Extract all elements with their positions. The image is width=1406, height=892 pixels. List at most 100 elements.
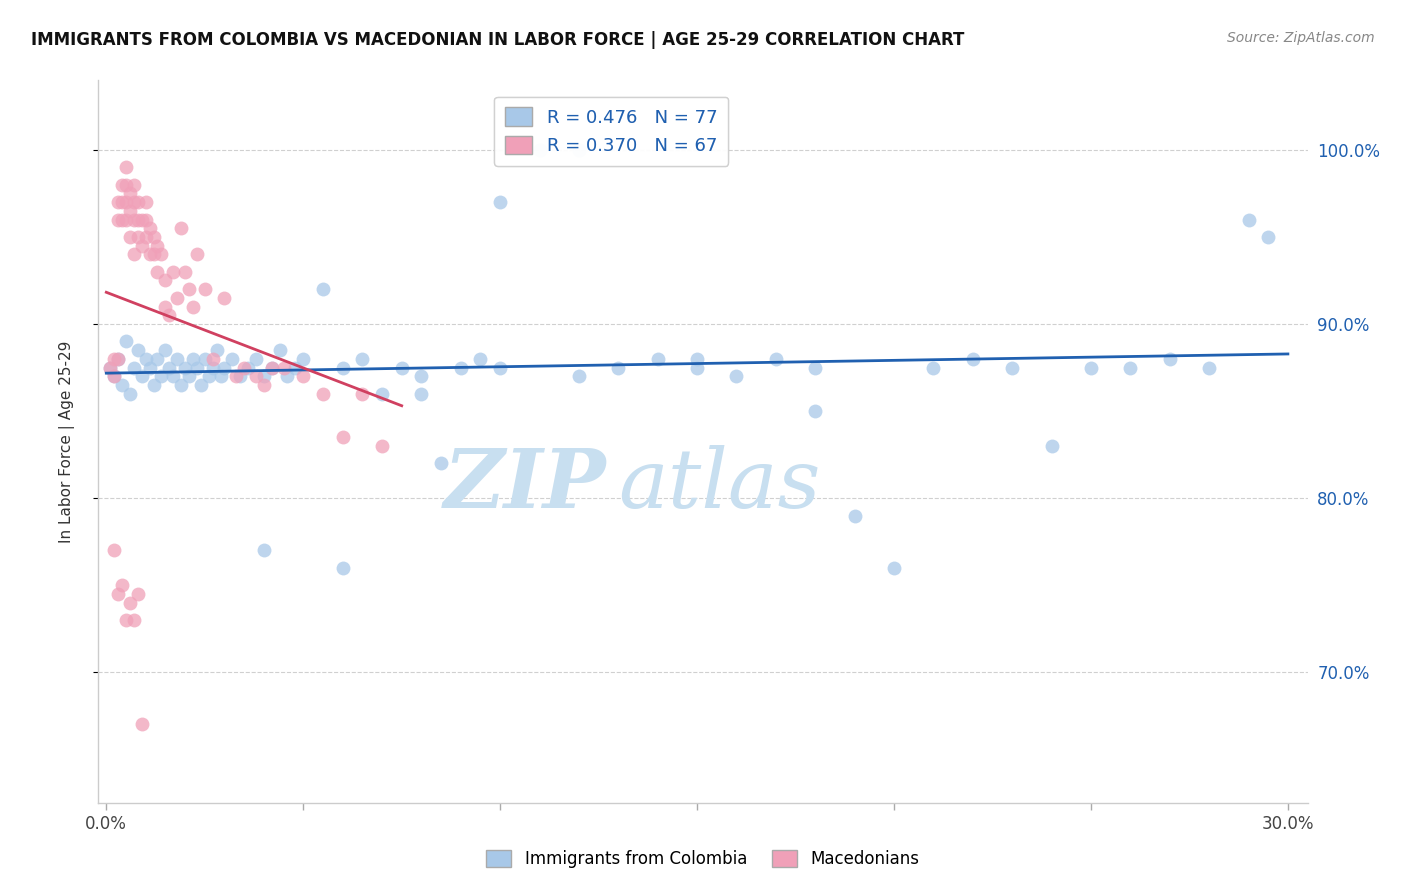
Point — [284, 360, 307, 375]
Point — [804, 360, 827, 375]
Point — [115, 212, 138, 227]
Point — [190, 378, 212, 392]
Point — [186, 247, 208, 261]
Point — [107, 195, 129, 210]
Point — [253, 543, 276, 558]
Point — [804, 404, 827, 418]
Point — [115, 334, 138, 349]
Point — [142, 230, 165, 244]
Point — [115, 178, 138, 192]
Point — [115, 613, 138, 627]
Point — [103, 543, 125, 558]
Point — [205, 343, 228, 358]
Point — [411, 386, 433, 401]
Point — [568, 143, 591, 157]
Point — [146, 351, 169, 366]
Point — [489, 360, 512, 375]
Point — [157, 360, 180, 375]
Point — [411, 369, 433, 384]
Point — [103, 369, 125, 384]
Point — [194, 351, 217, 366]
Point — [725, 369, 748, 384]
Y-axis label: In Labor Force | Age 25-29: In Labor Force | Age 25-29 — [59, 341, 75, 542]
Point — [115, 195, 138, 210]
Point — [127, 195, 149, 210]
Point — [135, 195, 157, 210]
Point — [131, 238, 153, 252]
Point — [962, 351, 984, 366]
Point — [118, 203, 141, 218]
Point — [221, 351, 243, 366]
Point — [922, 360, 945, 375]
Point — [155, 300, 177, 314]
Legend: R = 0.476   N = 77, R = 0.370   N = 67: R = 0.476 N = 77, R = 0.370 N = 67 — [495, 96, 728, 166]
Point — [332, 430, 354, 444]
Point — [686, 351, 709, 366]
Point — [98, 360, 121, 375]
Point — [146, 265, 169, 279]
Point — [127, 230, 149, 244]
Text: IMMIGRANTS FROM COLOMBIA VS MACEDONIAN IN LABOR FORCE | AGE 25-29 CORRELATION CH: IMMIGRANTS FROM COLOMBIA VS MACEDONIAN I… — [31, 31, 965, 49]
Point — [844, 508, 866, 523]
Point — [607, 360, 630, 375]
Point — [269, 343, 291, 358]
Point — [260, 360, 283, 375]
Point — [155, 273, 177, 287]
Point — [229, 369, 252, 384]
Point — [312, 282, 335, 296]
Point — [197, 369, 219, 384]
Point — [122, 195, 145, 210]
Point — [142, 378, 165, 392]
Point — [150, 369, 173, 384]
Point — [122, 360, 145, 375]
Point — [181, 300, 204, 314]
Point — [214, 291, 236, 305]
Point — [292, 369, 315, 384]
Point — [115, 161, 138, 175]
Text: atlas: atlas — [619, 445, 821, 524]
Point — [177, 369, 200, 384]
Point — [122, 247, 145, 261]
Point — [686, 360, 709, 375]
Point — [131, 717, 153, 731]
Point — [450, 360, 472, 375]
Point — [245, 351, 267, 366]
Point — [430, 456, 453, 470]
Point — [253, 378, 276, 392]
Point — [122, 212, 145, 227]
Point — [118, 186, 141, 201]
Point — [1159, 351, 1181, 366]
Point — [170, 378, 193, 392]
Point — [883, 561, 905, 575]
Point — [111, 578, 134, 592]
Point — [107, 587, 129, 601]
Point — [568, 369, 591, 384]
Point — [225, 369, 247, 384]
Point — [332, 561, 354, 575]
Point — [155, 343, 177, 358]
Point — [111, 195, 134, 210]
Point — [470, 351, 492, 366]
Point — [194, 282, 217, 296]
Point — [1237, 212, 1260, 227]
Point — [131, 212, 153, 227]
Point — [166, 351, 188, 366]
Point — [209, 369, 232, 384]
Point — [162, 369, 184, 384]
Point — [253, 369, 276, 384]
Point — [276, 369, 298, 384]
Point — [118, 230, 141, 244]
Point — [245, 369, 267, 384]
Point — [233, 360, 256, 375]
Point — [107, 351, 129, 366]
Point — [647, 351, 669, 366]
Point — [371, 386, 394, 401]
Point — [1257, 230, 1279, 244]
Point — [111, 212, 134, 227]
Point — [127, 343, 149, 358]
Point — [1119, 360, 1142, 375]
Point — [150, 247, 173, 261]
Point — [181, 351, 204, 366]
Point — [201, 360, 224, 375]
Point — [122, 178, 145, 192]
